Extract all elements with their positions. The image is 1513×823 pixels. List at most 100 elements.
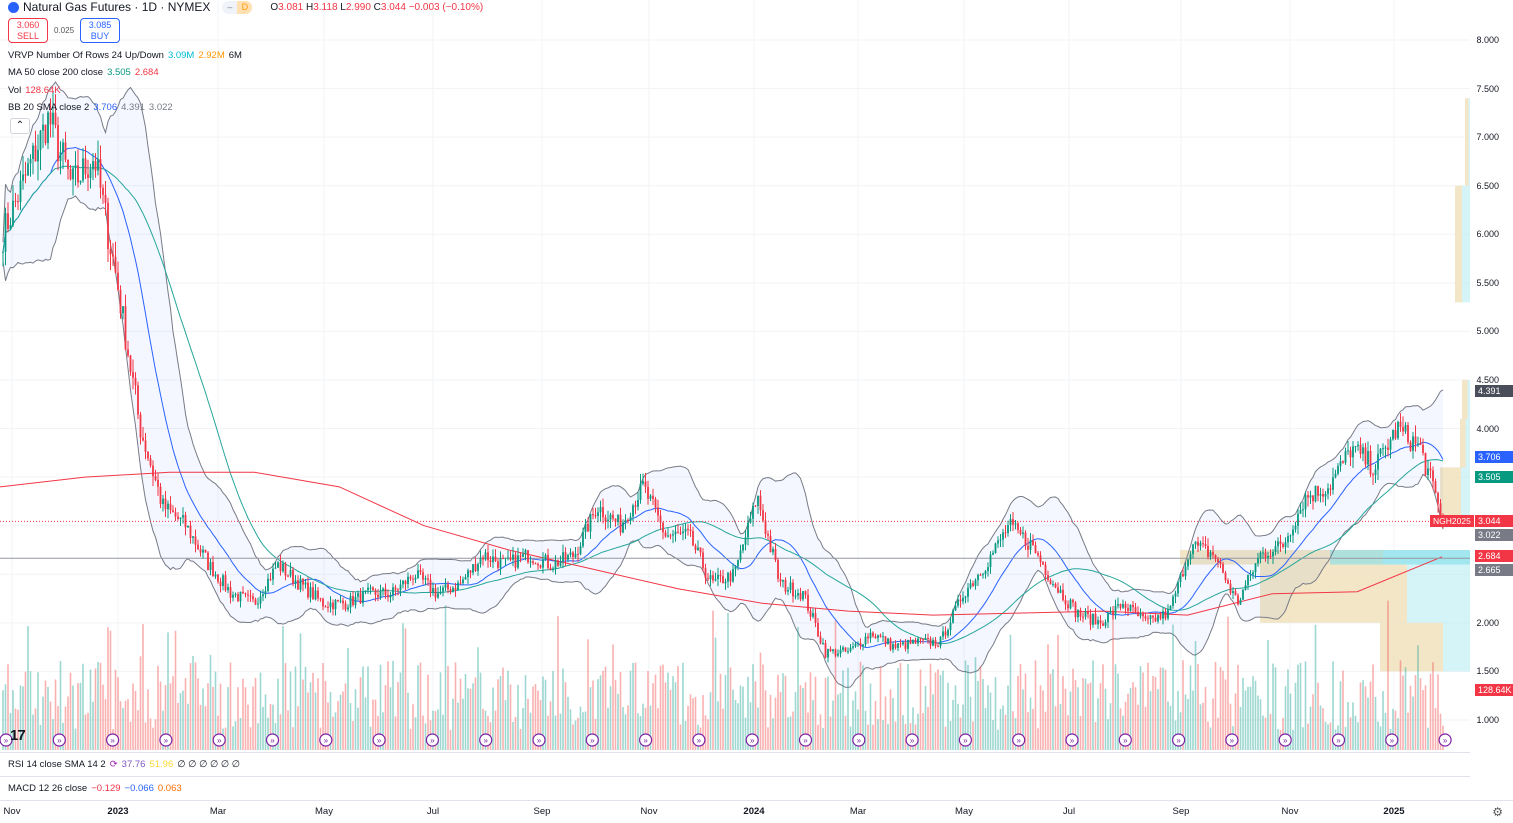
candle-body: [99, 158, 102, 188]
replay-marker-icon: [745, 733, 759, 747]
volume-bar: [334, 712, 337, 750]
candle-body: [949, 622, 952, 631]
volume-bar: [1122, 715, 1124, 750]
volume-bar: [937, 669, 939, 750]
legend-vrvp[interactable]: VRVP Number Of Rows 24 Up/Down 3.09M 2.92M…: [8, 50, 242, 61]
candle-body: [1429, 468, 1432, 471]
volume-bar: [1142, 672, 1144, 750]
candle-body: [1284, 542, 1287, 547]
time-axis[interactable]: Nov 2023 Mar May Jul Sep Nov 2024 Mar May Jul Sep No…: [0, 800, 1513, 823]
legend-ma[interactable]: MA 50 close 200 close 3.505 2.684: [8, 67, 159, 78]
candle-body: [1157, 615, 1159, 622]
price-tick: 1.500: [1476, 666, 1499, 677]
candle-body: [154, 476, 157, 481]
candle-body: [642, 481, 644, 484]
volume-bar: [1097, 698, 1099, 750]
price-tick: 6.000: [1476, 229, 1499, 240]
candle-body: [1159, 615, 1162, 619]
settings-gear-icon[interactable]: ⚙: [1492, 805, 1503, 819]
candle-body: [137, 385, 139, 415]
bb-basis-line: [2, 146, 1444, 648]
volume-bar: [1009, 634, 1012, 750]
tradingview-logo[interactable]: 17: [10, 727, 26, 744]
candle-body: [962, 597, 964, 602]
candle-body: [832, 649, 834, 652]
volume-bar: [239, 717, 242, 750]
candle-body: [547, 554, 549, 568]
volume-bar: [687, 706, 689, 750]
volume-bar: [67, 696, 69, 750]
candle-body: [372, 587, 374, 591]
candle-body: [722, 576, 724, 584]
candle-body: [844, 647, 847, 652]
candle-body: [269, 578, 272, 580]
candle-body: [1197, 541, 1199, 546]
vrvp-row-down: [1465, 98, 1469, 186]
volume-bar: [1417, 645, 1419, 750]
candle-body: [1439, 503, 1442, 520]
candle-body: [679, 532, 682, 534]
symbol-title[interactable]: Natural Gas Futures · 1D · NYMEX: [23, 0, 211, 14]
rsi-pane[interactable]: RSI 14 close SMA 14 2 ⟳ 37.76 51.96 ∅ ∅ ∅ ∅ …: [0, 752, 1470, 776]
volume-bar: [1327, 724, 1329, 750]
candle-body: [7, 213, 9, 229]
volume-bar: [14, 708, 17, 750]
candle-body: [542, 559, 544, 568]
candle-body: [802, 591, 804, 600]
legend-vol[interactable]: Vol 128.64K: [8, 85, 61, 96]
volume-bar: [804, 682, 807, 750]
volume-bar: [744, 717, 747, 750]
volume-bar: [974, 657, 977, 750]
market-status-pill[interactable]: – D: [222, 0, 253, 14]
macd-pane[interactable]: MACD 12 26 close −0.129 −0.066 0.063: [0, 776, 1470, 800]
candle-body: [389, 594, 392, 598]
sell-button[interactable]: 3.060 SELL: [8, 18, 48, 43]
candle-body: [1169, 605, 1172, 610]
candle-body: [167, 503, 169, 510]
volume-bar: [604, 666, 607, 750]
rsi-refresh-icon[interactable]: ⟳: [109, 759, 118, 770]
candle-body: [664, 532, 667, 537]
candle-body: [1187, 559, 1189, 567]
volume-bar: [1259, 699, 1262, 750]
candle-body: [562, 552, 564, 562]
volume-bar: [184, 678, 187, 750]
candle-body: [1324, 493, 1327, 497]
candle-body: [64, 142, 67, 160]
volume-bar: [299, 633, 302, 750]
candle-body: [1167, 609, 1169, 619]
volume-bar: [374, 699, 377, 750]
volume-bar: [522, 707, 524, 750]
candle-body: [1247, 575, 1249, 586]
volume-bar: [509, 684, 512, 750]
volume-bar: [132, 683, 134, 750]
price-tick: 7.500: [1476, 83, 1499, 94]
legend-bb[interactable]: BB 20 SMA close 2 3.706 4.391 3.022: [8, 102, 173, 113]
replay-arrow-icon: »: [1336, 736, 1341, 745]
candle-body: [1367, 450, 1369, 465]
price-chart[interactable]: » » » » » » » » » » » » » » » » » » » » » » » » » » » »: [0, 0, 1513, 752]
volume-bar: [682, 662, 684, 750]
candle-body: [142, 437, 144, 441]
candle-body: [392, 587, 394, 595]
collapse-legend-button[interactable]: ⌃: [10, 118, 30, 134]
candle-body: [434, 587, 437, 598]
candle-body: [1114, 605, 1117, 615]
volume-bar: [462, 698, 464, 750]
candle-body: [1222, 563, 1224, 573]
replay-arrow-icon: »: [857, 736, 862, 745]
volume-bar: [877, 719, 879, 750]
volume-bar: [1087, 683, 1089, 750]
buy-button[interactable]: 3.085 BUY: [80, 18, 121, 43]
candle-body: [439, 591, 442, 594]
candle-body: [1364, 447, 1367, 465]
volume-bar: [1302, 727, 1304, 750]
candle-body: [369, 587, 372, 589]
volume-bar: [632, 662, 634, 750]
volume-bar: [1339, 681, 1342, 750]
volume-bar: [44, 680, 47, 750]
candle-body: [84, 158, 87, 175]
candle-body: [987, 567, 989, 572]
candle-body: [1099, 620, 1102, 624]
volume-bar: [1414, 675, 1417, 750]
